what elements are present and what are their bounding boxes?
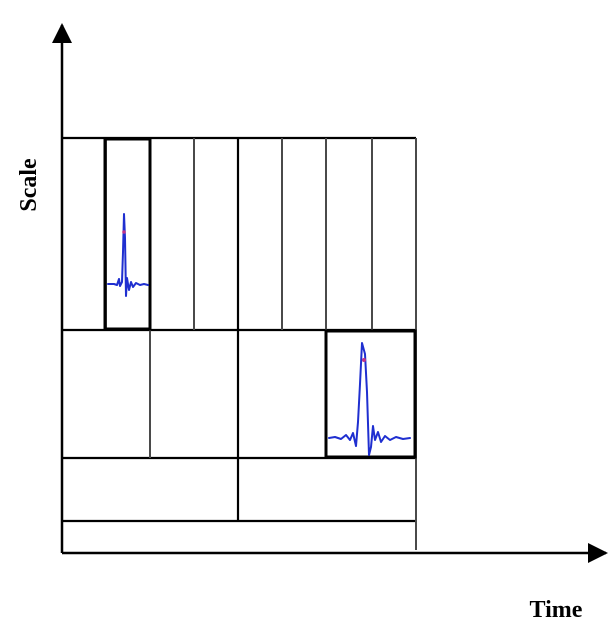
wide-wavelet-peak	[362, 358, 366, 362]
narrow-wavelet-peak	[122, 230, 126, 234]
highlight-box-level-1	[103, 137, 152, 331]
highlighted-cell-narrow	[103, 137, 152, 331]
highlighted-cell-wide	[324, 329, 417, 459]
y-axis-label: Scale	[16, 158, 42, 212]
wide-wavelet-icon	[328, 342, 411, 456]
x-axis-label: Time	[530, 597, 583, 621]
scale-level-1-row	[105, 138, 373, 330]
scale-level-2-row	[149, 330, 327, 458]
highlight-box-level-2	[324, 329, 417, 459]
narrow-wavelet-icon	[107, 213, 149, 297]
